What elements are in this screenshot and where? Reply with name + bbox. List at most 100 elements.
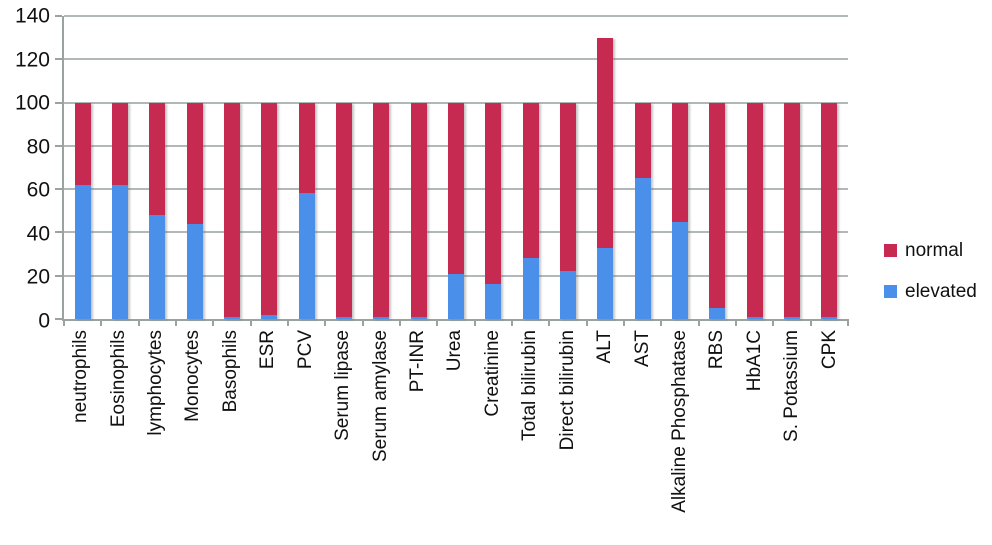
x-axis-label-esr: ESR bbox=[257, 330, 279, 370]
bar-slot-18 bbox=[736, 16, 773, 319]
bar-alkaline-phosphatase bbox=[671, 16, 688, 319]
bar-segment-normal bbox=[634, 102, 651, 179]
x-label-cell-5: ESR bbox=[249, 330, 286, 542]
bar-segment-elevated bbox=[634, 178, 651, 319]
x-axis-labels: neutrophils Eosinophils lymphocytes Monocyt… bbox=[62, 330, 848, 542]
bar-serum-lipase bbox=[335, 16, 352, 319]
bar-segment-elevated bbox=[261, 314, 278, 319]
x-label-cell-1: Eosinophils bbox=[99, 330, 136, 542]
bar-slot-16 bbox=[661, 16, 698, 319]
bar-segment-normal bbox=[298, 102, 315, 194]
bar-segment-elevated bbox=[559, 271, 576, 319]
x-label-cell-4: Basophils bbox=[212, 330, 249, 542]
x-axis-label-ast: AST bbox=[631, 330, 653, 367]
y-axis-label-80: 80 bbox=[26, 135, 50, 159]
bar-eosinophils bbox=[111, 16, 128, 319]
bar-segment-normal bbox=[149, 102, 166, 216]
bar-segment-normal bbox=[74, 102, 91, 185]
bar-segment-elevated bbox=[186, 223, 203, 319]
bar-segment-normal bbox=[559, 102, 576, 272]
legend-label-normal: normal bbox=[905, 240, 964, 261]
bar-neutrophils bbox=[74, 16, 91, 319]
bar-segment-elevated bbox=[671, 221, 688, 319]
bar-slot-5 bbox=[251, 16, 288, 319]
x-axis-tick-17 bbox=[697, 319, 700, 326]
x-axis-tick-7 bbox=[324, 319, 327, 326]
x-axis-label-pcv: PCV bbox=[294, 330, 316, 370]
legend-swatch-elevated-icon bbox=[884, 285, 897, 298]
x-axis-label-creatinine: Creatinine bbox=[481, 330, 503, 417]
bar-segment-elevated bbox=[223, 316, 240, 319]
bar-ast bbox=[634, 16, 651, 319]
bar-segment-normal bbox=[709, 102, 726, 309]
y-axis-label-100: 100 bbox=[14, 91, 50, 115]
bar-hba1c bbox=[746, 16, 763, 319]
x-label-cell-12: Total bilirubin bbox=[511, 330, 548, 542]
x-axis-label-direct-bilirubin: Direct bilirubin bbox=[556, 330, 578, 451]
gridline-y-100 bbox=[64, 101, 848, 104]
bar-lymphocytes bbox=[149, 16, 166, 319]
bar-slots bbox=[64, 16, 848, 319]
bar-segment-normal bbox=[373, 102, 390, 317]
bar-segment-elevated bbox=[783, 316, 800, 319]
bar-slot-0 bbox=[64, 16, 101, 319]
x-axis-label-lymphocytes: lymphocytes bbox=[145, 330, 167, 436]
x-axis-tick-12 bbox=[510, 319, 513, 326]
x-axis-label-serum-lipase: Serum lipase bbox=[332, 330, 354, 441]
bar-alt bbox=[597, 16, 614, 319]
bar-segment-elevated bbox=[74, 184, 91, 319]
bar-slot-4 bbox=[213, 16, 250, 319]
x-label-cell-13: Direct bilirubin bbox=[548, 330, 585, 542]
x-axis-label-s-potassium: S. Potassium bbox=[781, 330, 803, 442]
bar-basophils bbox=[223, 16, 240, 319]
y-axis-tick-60 bbox=[55, 188, 62, 191]
x-label-cell-6: PCV bbox=[287, 330, 324, 542]
bar-slot-10 bbox=[437, 16, 474, 319]
x-label-cell-19: S. Potassium bbox=[773, 330, 810, 542]
bar-slot-19 bbox=[773, 16, 810, 319]
y-axis-labels: 0 20 40 60 80 100 120 140 bbox=[0, 6, 50, 332]
x-axis-label-eosinophils: Eosinophils bbox=[107, 330, 129, 428]
bar-slot-1 bbox=[101, 16, 138, 319]
x-axis-tick-14 bbox=[585, 319, 588, 326]
x-label-cell-17: RBS bbox=[698, 330, 735, 542]
x-axis-label-cpk: CPK bbox=[818, 330, 840, 370]
bar-segment-elevated bbox=[821, 316, 838, 319]
bar-segment-elevated bbox=[485, 284, 502, 319]
bar-segment-elevated bbox=[335, 316, 352, 319]
x-axis-label-total-bilirubin: Total bilirubin bbox=[519, 330, 541, 441]
bar-slot-15 bbox=[624, 16, 661, 319]
x-axis-tick-9 bbox=[399, 319, 401, 326]
x-axis-tick-3 bbox=[174, 319, 177, 326]
x-axis-label-basophils: Basophils bbox=[219, 330, 241, 413]
bar-segment-normal bbox=[410, 102, 427, 317]
y-axis-label-0: 0 bbox=[38, 309, 50, 333]
bar-segment-normal bbox=[485, 102, 502, 285]
x-axis-label-alkaline-phosphatase: Alkaline Phosphatase bbox=[668, 330, 690, 513]
bar-segment-normal bbox=[783, 102, 800, 317]
x-label-cell-18: HbA1C bbox=[736, 330, 773, 542]
bar-segment-elevated bbox=[447, 273, 464, 319]
plot-area bbox=[55, 15, 849, 326]
x-label-cell-11: Creatinine bbox=[474, 330, 511, 542]
x-label-cell-14: ALT bbox=[586, 330, 623, 542]
bar-segment-normal bbox=[821, 102, 838, 317]
bar-slot-20 bbox=[811, 16, 848, 319]
bar-slot-3 bbox=[176, 16, 213, 319]
bar-serum-amylase bbox=[373, 16, 390, 319]
x-axis-label-urea: Urea bbox=[444, 330, 466, 372]
x-label-cell-10: Urea bbox=[436, 330, 473, 542]
x-axis-label-alt: ALT bbox=[594, 330, 616, 364]
x-label-cell-16: Alkaline Phosphatase bbox=[661, 330, 698, 542]
x-label-cell-7: Serum lipase bbox=[324, 330, 361, 542]
x-axis-label-neutrophils: neutrophils bbox=[70, 330, 92, 423]
x-axis-tick-1 bbox=[100, 319, 103, 326]
x-axis-label-monocytes: Monocytes bbox=[182, 330, 204, 422]
gridline-y-120 bbox=[64, 58, 848, 61]
x-axis-tick-2 bbox=[137, 319, 140, 326]
x-label-cell-0: neutrophils bbox=[62, 330, 99, 542]
bar-slot-6 bbox=[288, 16, 325, 319]
bar-segment-normal bbox=[335, 102, 352, 317]
bar-slot-11 bbox=[475, 16, 512, 319]
